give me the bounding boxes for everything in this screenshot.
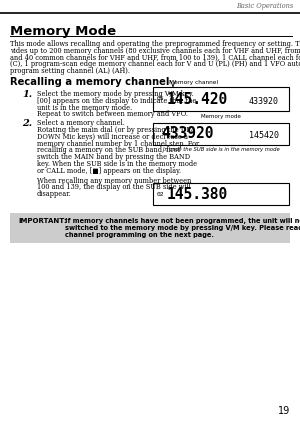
Text: IMPORTANT:: IMPORTANT: bbox=[18, 218, 67, 224]
Text: If memory channels have not been programmed, the unit will not be: If memory channels have not been program… bbox=[65, 218, 300, 224]
Text: Memory Mode: Memory Mode bbox=[10, 25, 116, 38]
Text: Select a memory channel.: Select a memory channel. bbox=[37, 119, 125, 127]
Text: Repeat to switch between memory and VFO.: Repeat to switch between memory and VFO. bbox=[37, 110, 188, 118]
Text: 433920: 433920 bbox=[161, 126, 214, 142]
Text: 02: 02 bbox=[157, 192, 164, 196]
Text: This mode allows recalling and operating the preprogrammed frequency or setting.: This mode allows recalling and operating… bbox=[10, 40, 300, 48]
Text: recalling a memory on the SUB band, first: recalling a memory on the SUB band, firs… bbox=[37, 146, 180, 154]
Text: 100 and 139, the display on the SUB side will: 100 and 139, the display on the SUB side… bbox=[37, 184, 191, 191]
Text: (C), 1 program-scan edge memory channel each for V and U (PL) (PH) and 1 VFO aut: (C), 1 program-scan edge memory channel … bbox=[10, 60, 300, 68]
Text: switch the MAIN band by pressing the BAND: switch the MAIN band by pressing the BAN… bbox=[37, 153, 190, 161]
Text: program setting channel (AL) (AH).: program setting channel (AL) (AH). bbox=[10, 67, 130, 75]
Text: 19: 19 bbox=[278, 406, 290, 416]
Text: or CALL mode, [■] appears on the display.: or CALL mode, [■] appears on the display… bbox=[37, 167, 181, 175]
Text: When recalling any memory number between: When recalling any memory number between bbox=[37, 177, 191, 184]
Text: Memory channel: Memory channel bbox=[169, 80, 218, 85]
FancyBboxPatch shape bbox=[153, 123, 289, 145]
Text: In case the SUB side is in the memory mode: In case the SUB side is in the memory mo… bbox=[163, 147, 279, 152]
Text: key. When the SUB side is in the memory mode: key. When the SUB side is in the memory … bbox=[37, 160, 197, 168]
Text: [00] appears on the display to indicate that the: [00] appears on the display to indicate … bbox=[37, 97, 197, 105]
Text: 2.: 2. bbox=[22, 119, 32, 128]
Text: 1.: 1. bbox=[22, 90, 32, 99]
Text: Recalling a memory channel: Recalling a memory channel bbox=[10, 77, 169, 87]
Text: 05: 05 bbox=[157, 97, 164, 101]
Text: unit is in the memory mode.: unit is in the memory mode. bbox=[37, 103, 132, 112]
FancyBboxPatch shape bbox=[153, 183, 289, 205]
Text: 145.420: 145.420 bbox=[167, 92, 228, 106]
Text: 433920: 433920 bbox=[249, 97, 279, 106]
Text: memory channel number by 1 channel step. For: memory channel number by 1 channel step.… bbox=[37, 139, 199, 148]
Text: 145420: 145420 bbox=[249, 131, 279, 140]
Text: and 40 common channels for VHF and UHF, from 100 to 139), 1 CALL channel each fo: and 40 common channels for VHF and UHF, … bbox=[10, 53, 300, 61]
FancyBboxPatch shape bbox=[153, 87, 289, 111]
Text: channel programming on the next page.: channel programming on the next page. bbox=[65, 232, 214, 237]
Text: DOWN Mic keys) will increase or decrease a: DOWN Mic keys) will increase or decrease… bbox=[37, 133, 188, 141]
FancyBboxPatch shape bbox=[10, 213, 290, 243]
Text: disappear.: disappear. bbox=[37, 190, 72, 198]
Text: vides up to 200 memory channels (80 exclusive channels each for VHF and UHF, fro: vides up to 200 memory channels (80 excl… bbox=[10, 47, 300, 55]
Text: switched to the memory mode by pressing V/M key. Please read memory: switched to the memory mode by pressing … bbox=[65, 225, 300, 231]
Text: 145.380: 145.380 bbox=[167, 187, 228, 201]
Text: Select the memory mode by pressing V/M key.: Select the memory mode by pressing V/M k… bbox=[37, 90, 194, 98]
Text: Memory mode: Memory mode bbox=[201, 114, 241, 119]
Text: Rotating the main dial (or by pressing the UP/: Rotating the main dial (or by pressing t… bbox=[37, 126, 193, 134]
Text: Basic Operations: Basic Operations bbox=[236, 2, 293, 10]
